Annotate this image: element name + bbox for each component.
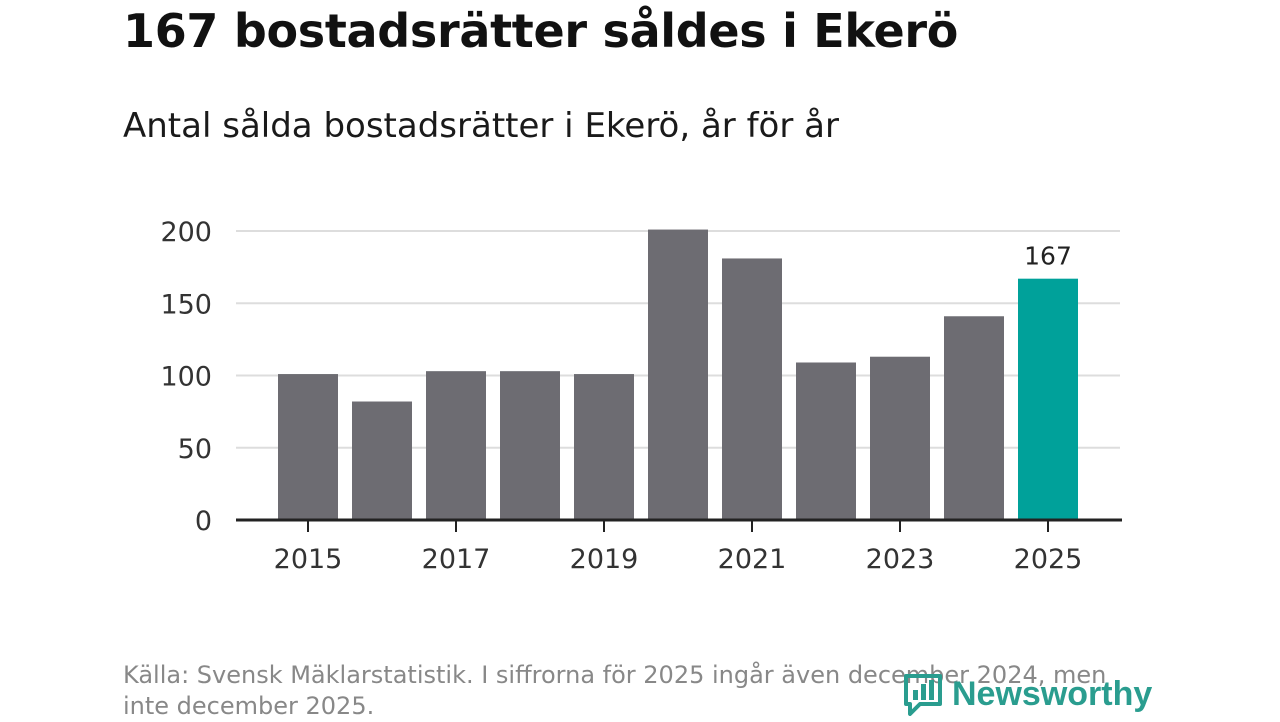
bar-2020: [648, 229, 708, 520]
chart-subtitle: Antal sålda bostadsrätter i Ekerö, år fö…: [123, 106, 839, 146]
bar-2016: [352, 401, 412, 520]
y-tick-label-150: 150: [160, 289, 212, 320]
bar-2023: [870, 356, 930, 520]
chart-title: 167 bostadsrätter såldes i Ekerö: [123, 4, 959, 58]
y-tick-label-50: 50: [178, 434, 212, 465]
y-tick-label-0: 0: [195, 506, 212, 537]
bar-2025: [1018, 278, 1078, 520]
bar-2017: [426, 371, 486, 520]
x-tick-label-2019: 2019: [570, 544, 639, 575]
source-note: Källa: Svensk Mäklarstatistik. I siffror…: [123, 661, 1107, 720]
bar-2015: [278, 374, 338, 520]
x-tick-label-2017: 2017: [422, 544, 491, 575]
newsworthy-logo: Newsworthy: [902, 672, 1152, 716]
brand-name: Newsworthy: [952, 674, 1153, 713]
bar-2021: [722, 258, 782, 520]
y-tick-label-200: 200: [160, 217, 212, 248]
bar-2019: [574, 374, 634, 520]
x-tick-label-2025: 2025: [1014, 544, 1083, 575]
bar-2022: [796, 362, 856, 520]
newsworthy-logo-icon: [904, 674, 942, 716]
data-label-2025: 167: [1024, 242, 1072, 271]
bar-2024: [944, 316, 1004, 520]
bar-2018: [500, 371, 560, 520]
x-tick-label-2021: 2021: [718, 544, 787, 575]
y-tick-label-100: 100: [160, 362, 212, 393]
x-tick-label-2015: 2015: [274, 544, 343, 575]
x-tick-label-2023: 2023: [866, 544, 935, 575]
